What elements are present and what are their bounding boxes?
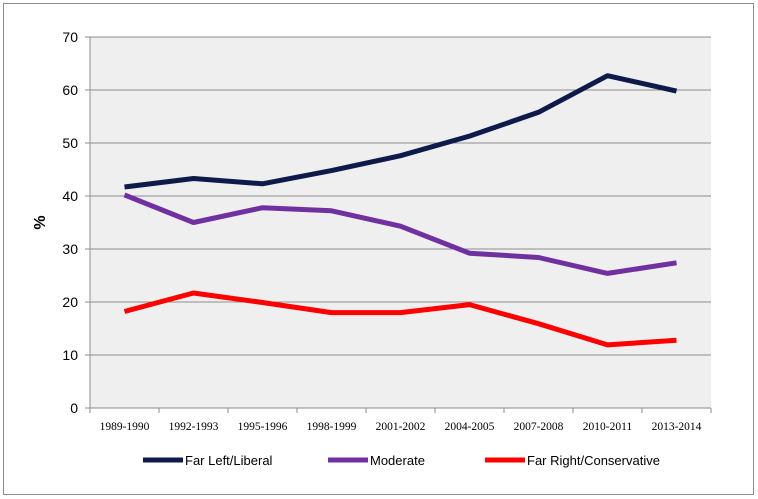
x-tick-label: 2013-2014 [652,421,702,433]
x-tick-label: 2010-2011 [583,421,633,433]
y-axis-label: % [32,215,49,229]
y-tick-label: 40 [62,188,78,204]
legend-label: Moderate [370,453,425,468]
series-lines [123,73,678,348]
x-tick-label: 1998-1999 [307,421,357,433]
legend-label: Far Left/Liberal [185,453,273,468]
y-tick-label: 30 [62,241,78,257]
y-axis-ticks: 0 10 20 30 40 50 60 70 [62,29,78,416]
y-tick-label: 60 [62,82,78,98]
x-tick-label: 1992-1993 [169,421,219,433]
legend-label: Far Right/Conservative [527,453,660,468]
y-tick-label: 10 [62,347,78,363]
y-tick-label: 50 [62,135,78,151]
x-tick-label: 1989-1990 [100,421,150,433]
x-tick-label: 2004-2005 [445,421,495,433]
series-line [124,73,678,190]
x-tick-label: 1995-1996 [238,421,288,433]
x-tick-label: 2007-2008 [514,421,564,433]
plot-area [90,37,711,408]
legend: Far Left/Liberal Moderate Far Right/Conser… [143,453,660,468]
x-axis-ticks: 1989-1990 1992-1993 1995-1996 1998-1999 2001… [89,408,712,433]
y-tick-label: 0 [70,400,78,416]
series-line [123,290,677,348]
series-line [123,192,677,276]
gridlines [85,36,711,409]
y-tick-label: 20 [62,294,78,310]
y-tick-label: 70 [62,29,78,45]
x-tick-label: 2001-2002 [376,421,426,433]
